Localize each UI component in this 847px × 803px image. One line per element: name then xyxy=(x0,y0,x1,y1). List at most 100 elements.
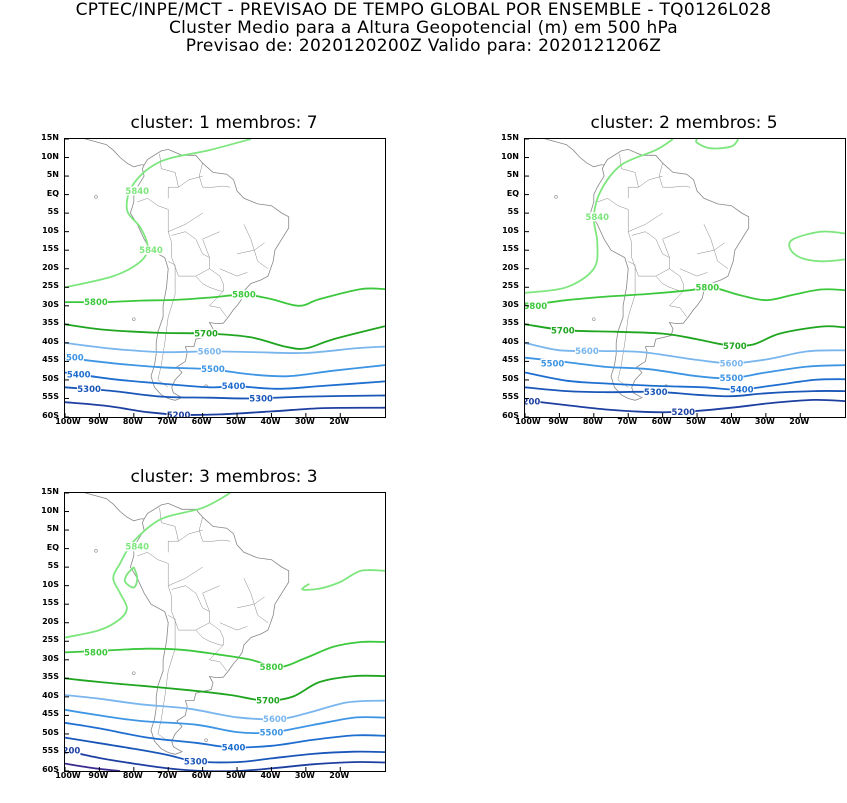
contour-label-bg xyxy=(574,346,599,356)
contour-label-bg xyxy=(585,212,610,222)
lon-tick-label: 40W xyxy=(260,417,281,426)
contour-label: 5300 xyxy=(184,757,208,767)
country-border xyxy=(617,261,636,388)
contour-label-bg xyxy=(729,385,754,395)
lat-tick-label: 50S xyxy=(42,373,59,383)
country-border xyxy=(619,153,639,188)
lat-tick-label: 10S xyxy=(42,579,59,589)
lat-tick-label: 55S xyxy=(42,746,59,756)
lat-tick-label: 10N xyxy=(501,151,519,161)
contour-label-bg xyxy=(166,410,191,417)
map-frame: 5840 5800 5800 5700 5600 5500 5400 5300 5200 xyxy=(64,492,386,772)
lat-tick-label: 5N xyxy=(506,170,519,180)
lat-tick-label: 20S xyxy=(502,262,519,272)
lat-tick-label: 50S xyxy=(502,373,519,383)
lat-tick-label: 15S xyxy=(502,244,519,254)
lon-tick-label: 20W xyxy=(789,417,810,426)
contour-label-bg xyxy=(65,353,84,363)
country-border xyxy=(209,290,224,306)
country-border xyxy=(209,644,224,660)
contour-label: 5400 xyxy=(222,743,246,753)
contour-label: 5500 xyxy=(720,374,744,384)
lat-tick-label: 35S xyxy=(502,318,519,328)
country-border xyxy=(202,585,220,612)
country-border xyxy=(167,529,203,553)
lon-tick-label: 60W xyxy=(651,417,672,426)
contour-label-bg xyxy=(83,647,108,657)
contour-label-bg xyxy=(183,756,208,766)
contour-label-bg xyxy=(66,369,91,379)
lon-tick-label: 90W xyxy=(88,771,109,780)
lat-tick-label: 50S xyxy=(42,727,59,737)
contour-5840 xyxy=(65,493,231,639)
lon-tick-label: 30W xyxy=(294,417,315,426)
contour-5700 xyxy=(65,674,385,702)
lat-tick-label: 15S xyxy=(42,598,59,608)
contour-label: 5700 xyxy=(194,330,218,340)
country-border xyxy=(669,290,684,306)
map-panel-cluster-2: cluster: 2 membros: 5 5840 5800 5800 5700 57… xyxy=(460,110,847,450)
contour-label: 5800 xyxy=(260,663,284,673)
contour-5800 xyxy=(65,640,385,669)
header-title: CPTEC/INPE/MCT - PREVISAO DE TEMPO GLOBA… xyxy=(75,0,772,20)
lon-tick-label: 90W xyxy=(548,417,569,426)
contour-label: 5500 xyxy=(65,354,84,364)
country-border xyxy=(137,552,179,631)
contour-label-bg xyxy=(671,407,696,417)
contour-label: 5400 xyxy=(222,382,246,392)
panel-title: cluster: 1 membros: 7 xyxy=(130,113,318,133)
contour-label-bg xyxy=(259,662,284,672)
contour-label-bg xyxy=(643,387,668,397)
country-border xyxy=(597,198,639,277)
contour-5600 xyxy=(525,342,845,365)
country-border xyxy=(198,517,231,542)
contour-5300 xyxy=(65,736,385,764)
map-canvas: 5840 5800 5800 5700 5600 5500 5400 5300 5200 xyxy=(65,493,385,771)
contour-label: 5200 xyxy=(167,411,191,417)
lon-tick-label: 100W xyxy=(515,417,541,426)
country-border xyxy=(195,268,224,292)
map-panel-cluster-1: cluster: 1 membros: 7 5840 5840 5800 5800 57… xyxy=(0,110,400,450)
contour-label: 5300 xyxy=(644,388,668,398)
lon-tick-label: 20W xyxy=(329,417,350,426)
lat-tick-label: 30S xyxy=(42,299,59,309)
contour-5700 xyxy=(525,323,845,347)
lat-tick-label: 45S xyxy=(42,355,59,365)
lat-tick-label: 5S xyxy=(47,561,59,571)
contour-label: 5300 xyxy=(249,394,273,404)
country-border xyxy=(168,212,203,232)
island xyxy=(204,738,208,742)
lat-tick-label: 10S xyxy=(502,225,519,235)
island xyxy=(592,317,596,321)
contour-5840b xyxy=(123,566,139,589)
lat-tick-label: 5S xyxy=(47,207,59,217)
contour-label-bg xyxy=(221,742,246,752)
contour-label-bg xyxy=(194,329,219,339)
coastline-segment xyxy=(544,139,605,168)
contour-label: 5700 xyxy=(723,342,747,352)
country-border xyxy=(655,268,684,292)
contour-5840c xyxy=(788,230,845,263)
lon-tick-label: 90W xyxy=(88,417,109,426)
contour-label-bg xyxy=(722,341,747,351)
country-border xyxy=(157,615,176,742)
lon-tick-label: 20W xyxy=(329,771,350,780)
lat-tick-label: EQ xyxy=(506,188,519,198)
contour-label: 5800 xyxy=(84,298,108,308)
contour-5200 xyxy=(65,749,385,771)
contour-label-bg xyxy=(540,358,565,368)
country-border xyxy=(628,212,663,232)
lat-tick-label: 30S xyxy=(42,653,59,663)
country-border xyxy=(209,659,227,672)
contour-5500 xyxy=(65,708,385,735)
lat-tick-label: 35S xyxy=(42,672,59,682)
country-border xyxy=(209,305,227,318)
island xyxy=(94,549,98,553)
country-border xyxy=(202,231,220,258)
country-border xyxy=(243,578,269,623)
lat-tick-label: 25S xyxy=(42,281,59,291)
contour-label: 5840 xyxy=(139,246,163,256)
contour-5840 xyxy=(65,139,252,289)
contour-label: 5600 xyxy=(720,359,744,369)
coastline xyxy=(589,148,750,401)
